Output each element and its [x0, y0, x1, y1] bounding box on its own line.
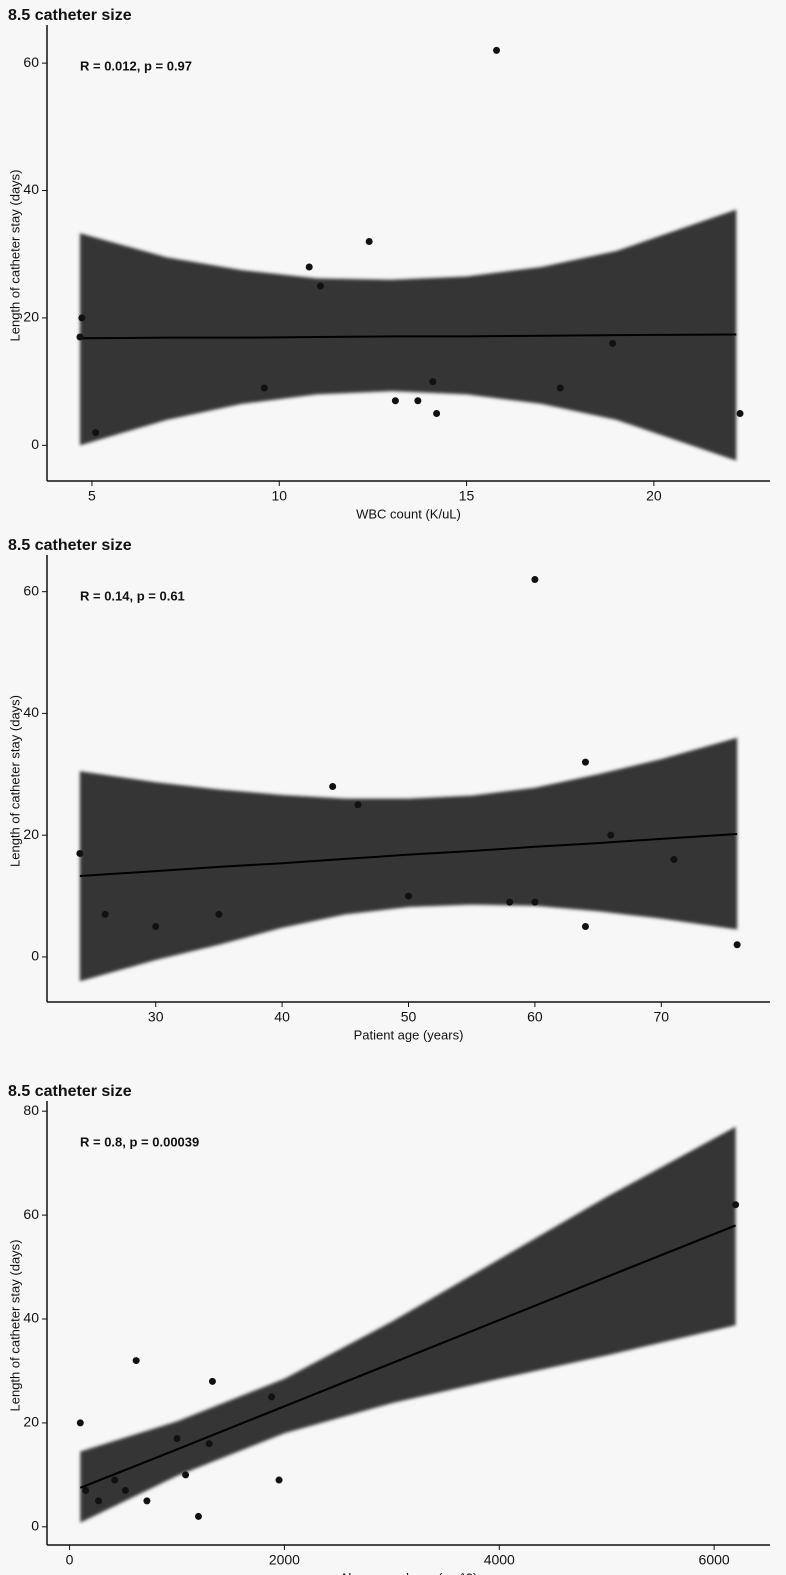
point: [429, 378, 437, 386]
y-axis-label: Length of catheter stay (days): [7, 695, 22, 867]
y-tick-label: 40: [23, 1310, 39, 1326]
point: [354, 801, 362, 809]
point: [433, 409, 441, 417]
x-tick-label: 0: [66, 1552, 74, 1568]
point: [607, 831, 615, 839]
point: [78, 314, 86, 322]
point: [732, 1201, 740, 1209]
x-axis-label: Patient age (years): [354, 1027, 464, 1042]
x-axis-label: Abscess volume (cm^3): [340, 1570, 478, 1575]
point: [208, 1377, 216, 1385]
x-tick-label: 50: [401, 1009, 417, 1025]
point: [581, 923, 589, 931]
x-axis-label: WBC count (K/uL): [356, 506, 461, 521]
x-tick-label: 4000: [484, 1552, 515, 1568]
y-tick-label: 20: [23, 826, 39, 842]
point: [182, 1471, 190, 1479]
point: [260, 384, 268, 392]
chart-title: 8.5 catheter size: [8, 7, 132, 24]
confidence-band: [79, 737, 738, 982]
fit-line: [79, 832, 738, 877]
point: [205, 1440, 213, 1448]
point: [173, 1434, 181, 1442]
annotation: R = 0.8, p = 0.00039: [80, 1134, 199, 1149]
x-tick-label: 10: [271, 488, 287, 504]
point: [581, 758, 589, 766]
y-tick-label: 20: [23, 1414, 39, 1430]
point: [414, 397, 422, 405]
y-tick-label: 60: [23, 1206, 39, 1222]
point: [152, 923, 160, 931]
point: [556, 384, 564, 392]
point: [316, 282, 324, 290]
x-tick-label: 70: [654, 1009, 670, 1025]
point: [531, 898, 539, 906]
point: [132, 1357, 140, 1365]
point: [76, 333, 84, 341]
x-tick-label: 40: [274, 1009, 290, 1025]
y-tick-label: 0: [31, 436, 39, 452]
y-tick-label: 40: [23, 181, 39, 197]
point: [305, 263, 313, 271]
point: [76, 849, 84, 857]
point: [143, 1497, 151, 1505]
point: [736, 409, 744, 417]
annotation: R = 0.012, p = 0.97: [80, 58, 192, 73]
x-tick-label: 15: [459, 488, 475, 504]
point: [733, 941, 741, 949]
x-tick-label: 60: [527, 1009, 543, 1025]
point: [194, 1512, 202, 1520]
point: [268, 1393, 276, 1401]
confidence-band: [79, 209, 737, 461]
y-tick-label: 20: [23, 309, 39, 325]
point: [121, 1486, 129, 1494]
y-axis-label: Length of catheter stay (days): [7, 1240, 22, 1412]
y-tick-label: 0: [31, 948, 39, 964]
annotation: R = 0.14, p = 0.61: [80, 588, 185, 603]
fit-line: [79, 1224, 736, 1489]
x-tick-label: 5: [88, 488, 96, 504]
point: [111, 1476, 119, 1484]
y-axis-label: Length of catheter stay (days): [7, 170, 22, 342]
x-tick-label: 2000: [269, 1552, 300, 1568]
point: [92, 429, 100, 437]
y-tick-label: 40: [23, 704, 39, 720]
y-tick-label: 80: [23, 1102, 39, 1118]
x-tick-label: 20: [646, 488, 662, 504]
point: [609, 339, 617, 347]
point: [365, 237, 373, 245]
point: [275, 1476, 283, 1484]
point: [95, 1497, 103, 1505]
point: [670, 856, 678, 864]
chart-title: 8.5 catheter size: [8, 537, 132, 554]
y-tick-label: 60: [23, 54, 39, 70]
point: [531, 575, 539, 583]
x-tick-label: 30: [148, 1009, 164, 1025]
confidence-band: [80, 1126, 736, 1523]
y-tick-label: 60: [23, 582, 39, 598]
y-tick-label: 0: [31, 1518, 39, 1534]
x-tick-label: 6000: [699, 1552, 730, 1568]
chart-title: 8.5 catheter size: [8, 1083, 132, 1100]
point: [82, 1486, 90, 1494]
point: [493, 46, 501, 54]
point: [76, 1419, 84, 1427]
point: [506, 898, 514, 906]
point: [391, 397, 399, 405]
point: [329, 782, 337, 790]
point: [101, 910, 109, 918]
fit-line: [79, 333, 737, 340]
point: [215, 910, 223, 918]
point: [405, 892, 412, 900]
